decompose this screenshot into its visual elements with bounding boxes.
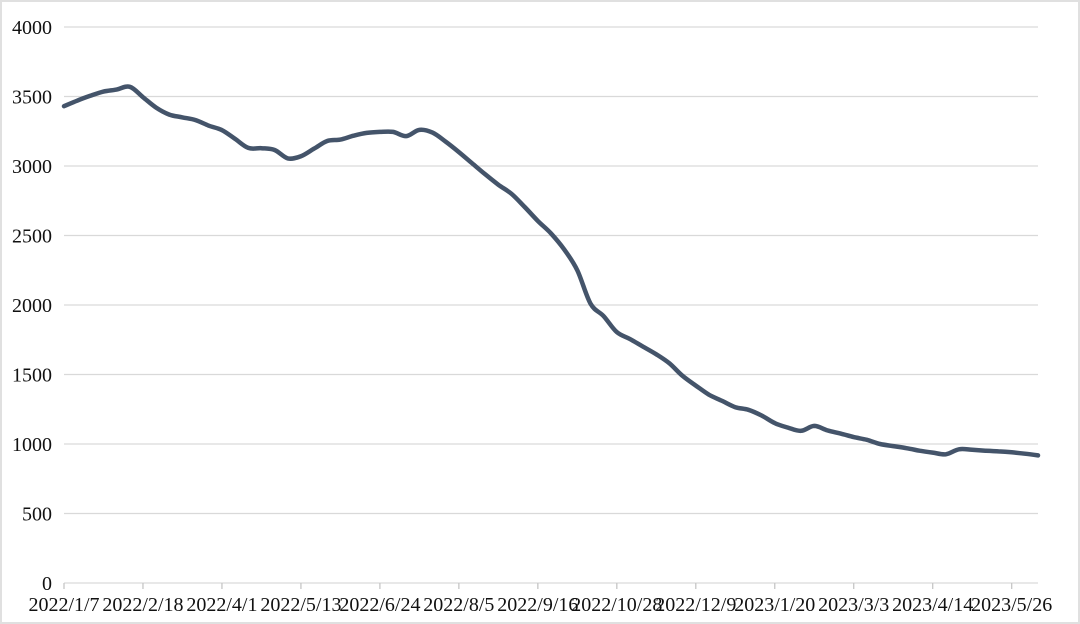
y-tick-label: 3500 (12, 87, 52, 109)
x-tick-label: 2022/9/16 (497, 594, 578, 616)
x-tick-label: 2022/2/18 (102, 594, 183, 616)
x-tick-label: 2022/10/28 (571, 594, 662, 616)
y-tick-label: 500 (22, 504, 52, 526)
x-tick-label: 2022/1/7 (28, 594, 99, 616)
x-tick-label: 2022/12/9 (655, 594, 736, 616)
x-tick-label: 2023/1/20 (734, 594, 815, 616)
y-tick-label: 1500 (12, 365, 52, 387)
x-tick-label: 2022/6/24 (339, 594, 420, 616)
x-tick-label: 2023/5/26 (971, 594, 1052, 616)
y-tick-label: 2000 (12, 295, 52, 317)
series-line (61, 84, 1041, 458)
y-tick-label: 1000 (12, 434, 52, 456)
y-tick-label: 4000 (12, 17, 52, 39)
y-tick-label: 3000 (12, 156, 52, 178)
x-tick-label: 2022/8/5 (423, 594, 494, 616)
y-tick-label: 0 (42, 573, 52, 595)
x-tick-label: 2023/4/14 (892, 594, 973, 616)
x-tick-label: 2023/3/3 (818, 594, 889, 616)
x-tick-label: 2022/4/1 (186, 594, 257, 616)
x-tick-label: 2022/5/13 (260, 594, 341, 616)
y-tick-label: 2500 (12, 226, 52, 248)
